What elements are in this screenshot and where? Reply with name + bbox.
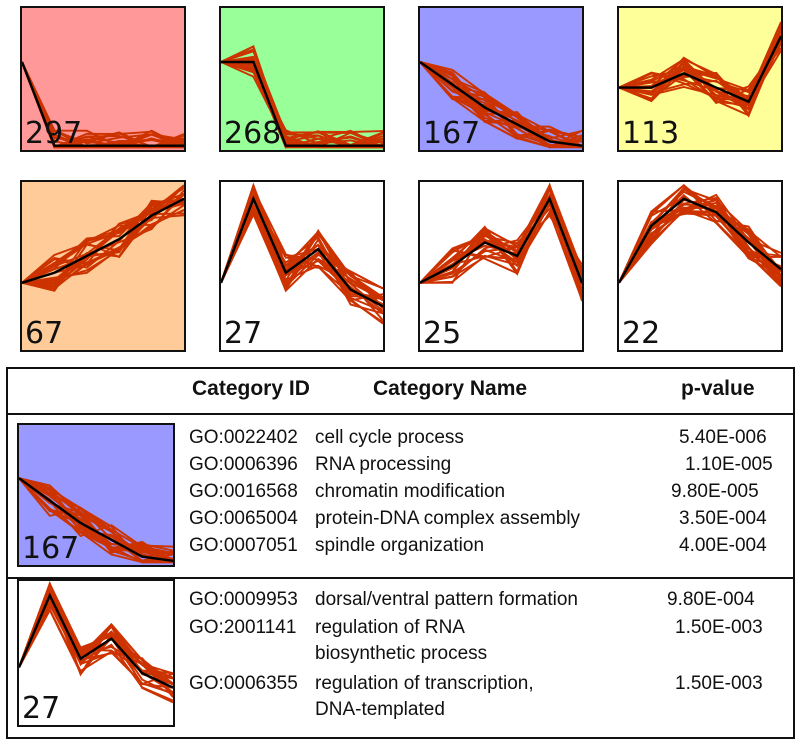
cluster-count: 268 <box>224 116 282 151</box>
gene-profile-line <box>221 61 383 144</box>
plot-background <box>221 8 383 150</box>
category-id: GO:0065004 <box>189 508 298 529</box>
gene-profile-line <box>19 477 173 558</box>
gene-profile-line <box>22 199 184 288</box>
gene-profile-line <box>22 61 184 145</box>
profile-plot <box>619 182 781 350</box>
profile-plot <box>22 8 184 150</box>
cluster-count: 27 <box>22 691 61 726</box>
group-cluster-tile[interactable]: 27 <box>17 579 175 727</box>
profile-plot <box>19 425 173 565</box>
gene-profile-line <box>221 208 383 302</box>
category-name-continued: biosynthetic process <box>315 643 488 664</box>
p-value: 1.50E-003 <box>675 617 763 638</box>
category-id: GO:0009953 <box>189 589 298 610</box>
category-id: GO:0016568 <box>189 481 298 502</box>
table-group-cluster-27: 27 GO:0009953 dorsal/ventral pattern for… <box>8 579 793 739</box>
cluster-count: 113 <box>622 116 680 151</box>
category-name-continued: DNA-templated <box>315 699 445 720</box>
gene-profile-line <box>619 210 781 284</box>
table-group-cluster-167: 167 GO:0022402 cell cycle process 5.40E-… <box>8 415 793 579</box>
model-profile-line <box>619 35 781 104</box>
gene-profile-line <box>22 208 184 284</box>
header-p-value: p-value <box>681 377 755 400</box>
go-enrichment-table: Category ID Category Name p-value 167 GO… <box>6 367 795 739</box>
model-profile-line <box>19 592 173 689</box>
profile-plot <box>221 8 383 150</box>
cluster-tile[interactable]: 167 <box>418 6 584 152</box>
gene-profile-line <box>19 581 173 696</box>
category-id: GO:0006396 <box>189 454 298 475</box>
profile-plot <box>19 581 173 725</box>
category-id: GO:2001141 <box>189 617 297 638</box>
p-value: 1.50E-003 <box>675 673 763 694</box>
gene-profile-line <box>420 61 582 147</box>
cluster-tile[interactable]: 297 <box>20 6 186 152</box>
header-category-id: Category ID <box>192 377 310 400</box>
gene-profile-line <box>19 477 173 556</box>
cluster-tile[interactable]: 113 <box>617 6 783 152</box>
cluster-count: 22 <box>622 316 661 351</box>
gene-profile-line <box>19 607 173 698</box>
gene-profile-line <box>221 61 383 149</box>
p-value: 4.00E-004 <box>679 535 767 556</box>
profile-plot <box>619 8 781 150</box>
category-name: dorsal/ventral pattern formation <box>315 589 578 610</box>
profile-plot <box>22 182 184 350</box>
category-id: GO:0022402 <box>189 427 298 448</box>
cluster-tile[interactable]: 22 <box>617 180 783 352</box>
cluster-count: 297 <box>25 116 83 151</box>
model-profile-line <box>221 195 383 308</box>
gene-profile-line <box>420 182 582 284</box>
category-id: GO:0007051 <box>189 535 298 556</box>
header-category-name: Category Name <box>373 377 528 400</box>
cluster-tile[interactable]: 67 <box>20 180 186 352</box>
gene-profile-line <box>619 33 781 118</box>
model-profile-line <box>22 197 184 284</box>
gene-profile-line <box>619 47 781 105</box>
cluster-tile[interactable]: 25 <box>418 180 584 352</box>
gene-profile-line <box>619 43 781 106</box>
category-name: protein-DNA complex assembly <box>315 508 581 529</box>
model-profile-line <box>619 197 781 284</box>
profile-plot <box>420 182 582 350</box>
category-name: regulation of transcription, <box>315 673 534 694</box>
cluster-count: 67 <box>25 316 64 351</box>
gene-profile-line <box>22 192 184 284</box>
model-profile-line <box>420 60 582 147</box>
model-profile-line <box>19 477 173 563</box>
gene-profile-line <box>19 597 173 695</box>
cluster-count: 25 <box>423 316 462 351</box>
cluster-tile[interactable]: 27 <box>219 180 385 352</box>
category-name: cell cycle process <box>315 427 464 448</box>
model-profile-line <box>221 60 383 147</box>
category-name: chromatin modification <box>315 481 506 502</box>
gene-profile-line <box>420 201 582 286</box>
p-value: 9.80E-004 <box>667 589 755 610</box>
category-name: RNA processing <box>315 454 452 475</box>
cluster-count: 27 <box>224 316 263 351</box>
table-header: Category ID Category Name p-value <box>8 369 793 415</box>
p-value: 3.50E-004 <box>679 508 767 529</box>
model-profile-line <box>22 61 184 147</box>
group-cluster-tile[interactable]: 167 <box>17 423 175 567</box>
model-profile-line <box>420 195 582 284</box>
p-value: 5.40E-006 <box>679 427 767 448</box>
profile-plot <box>221 182 383 350</box>
cluster-count: 167 <box>22 531 80 566</box>
gene-profile-line <box>420 210 582 284</box>
category-name: regulation of RNA <box>315 617 465 638</box>
category-name: spindle organization <box>315 535 485 556</box>
profile-plot <box>420 8 582 150</box>
gene-profile-line <box>420 61 582 149</box>
cluster-count: 167 <box>423 116 481 151</box>
category-id: GO:0006355 <box>189 673 298 694</box>
gene-profile-line <box>22 198 184 284</box>
p-value: 1.10E-005 <box>685 454 773 475</box>
cluster-tile[interactable]: 268 <box>219 6 385 152</box>
p-value: 9.80E-005 <box>671 481 759 502</box>
